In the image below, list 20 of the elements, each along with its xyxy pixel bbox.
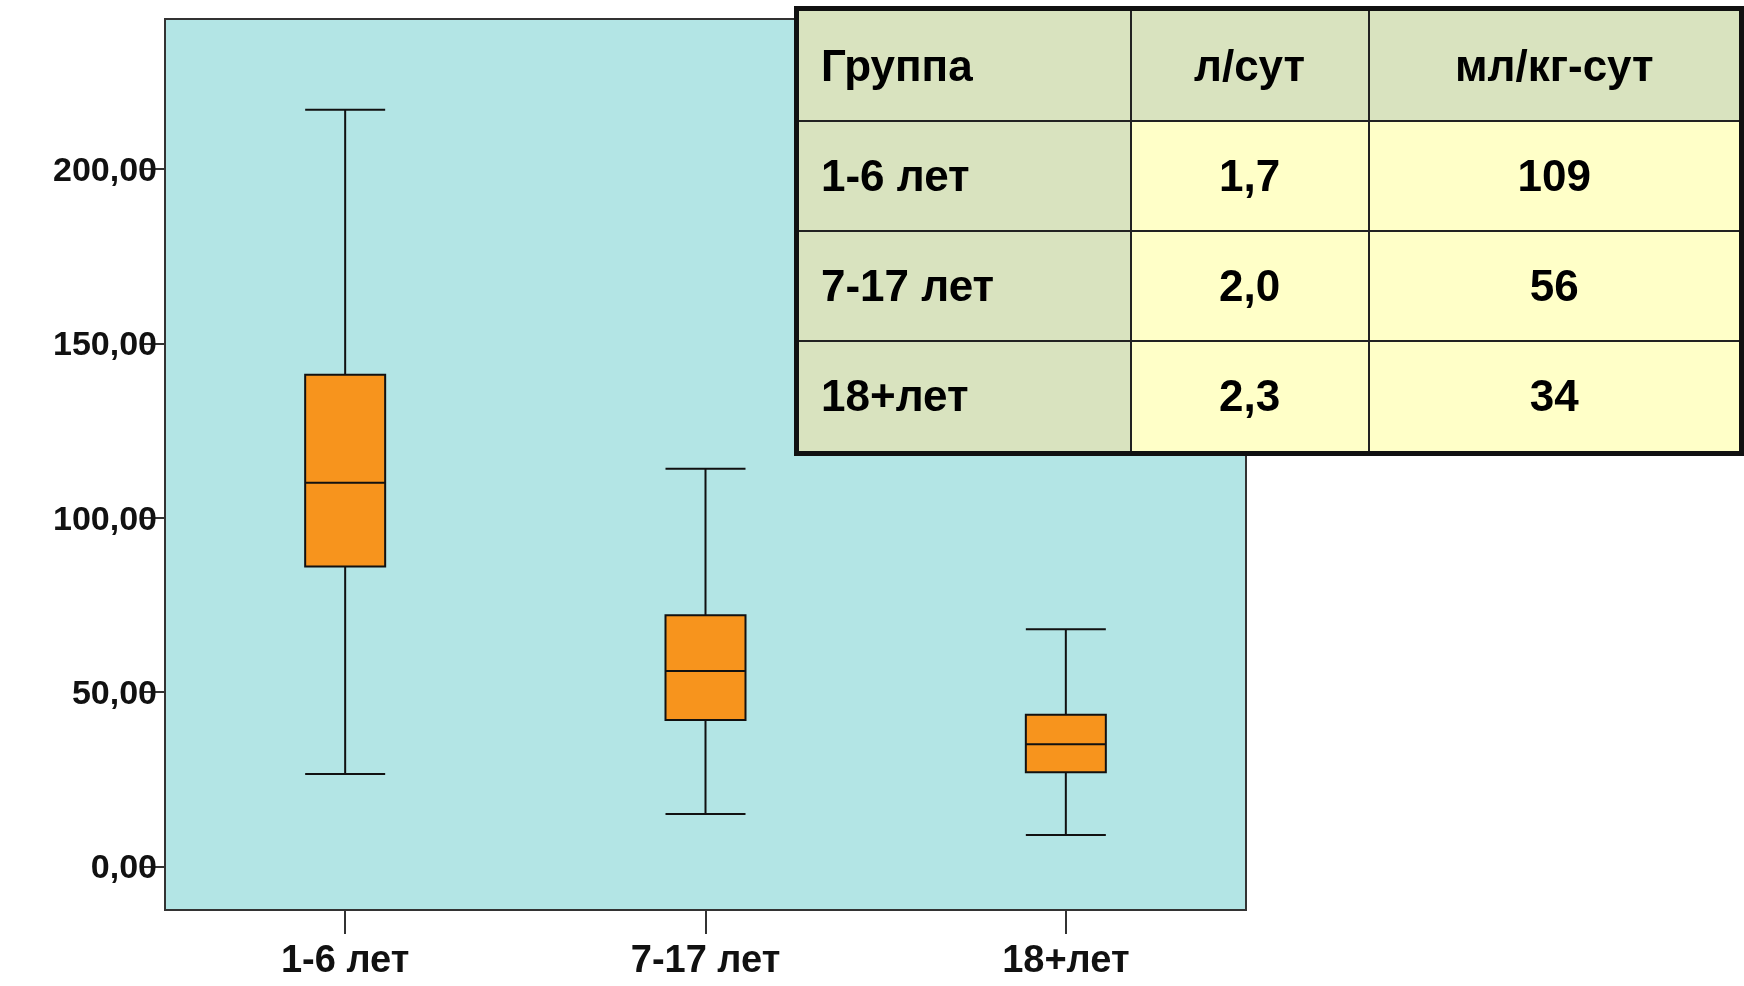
text: 34 <box>1368 340 1742 454</box>
annotation: Группа <box>796 8 1131 122</box>
annotation: 1-6 лет <box>796 121 1131 231</box>
annotation: 1,7 <box>1130 121 1369 231</box>
x-tick-label: 7-17 лет <box>630 938 781 980</box>
text: 56 <box>1368 230 1742 341</box>
x-tick-label: 18+лет <box>1002 938 1130 980</box>
annotation: 7-17 лет <box>796 230 1131 341</box>
annotation: 18+лет <box>796 340 1131 454</box>
y-tick-label: 50,00 <box>71 673 157 712</box>
y-tick-label: 150,00 <box>53 324 157 363</box>
text: 109 <box>1368 121 1742 231</box>
y-tick-label: 100,00 <box>53 498 157 537</box>
annotation: 2,3 <box>1130 340 1369 454</box>
text: мл/кг-сут <box>1368 8 1742 122</box>
annotation: л/сут <box>1130 8 1369 122</box>
x-tick-label: 1-6 лет <box>280 938 410 980</box>
y-tick-label: 0,00 <box>90 847 157 886</box>
y-tick-label: 200,00 <box>53 149 157 188</box>
annotation: 2,0 <box>1130 230 1369 341</box>
